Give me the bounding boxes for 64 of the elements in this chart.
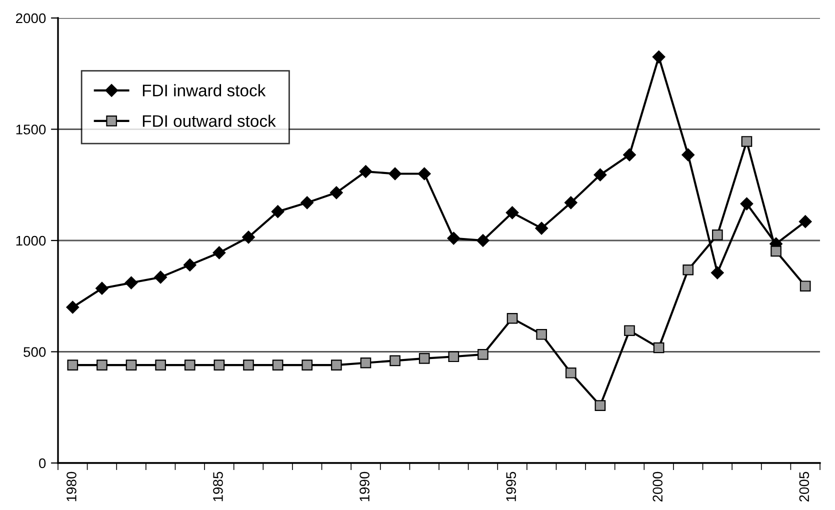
point	[712, 230, 723, 240]
point	[682, 148, 695, 162]
point	[418, 353, 430, 364]
point	[623, 148, 636, 162]
point	[183, 258, 196, 272]
point	[155, 360, 166, 371]
point	[302, 360, 313, 371]
point	[653, 342, 664, 354]
point	[476, 234, 490, 247]
legend-label: FDI inward stock	[142, 84, 266, 96]
point	[212, 246, 226, 260]
point	[594, 168, 607, 182]
point	[624, 325, 635, 336]
y-tick-label: 0	[39, 458, 46, 468]
point	[330, 186, 343, 200]
point	[96, 282, 108, 295]
y-tick-label: 2000	[16, 13, 46, 24]
point	[798, 215, 812, 228]
point	[682, 264, 694, 276]
legend-label: FDI outward stock	[142, 114, 276, 127]
point	[96, 360, 108, 371]
x-tick-label: 1995	[506, 472, 516, 502]
point	[506, 206, 519, 220]
point	[184, 360, 196, 371]
point	[740, 197, 754, 210]
point	[272, 360, 284, 371]
point	[390, 355, 400, 366]
point	[652, 50, 666, 64]
point	[800, 280, 811, 292]
point	[359, 165, 372, 178]
x-tick-label: 1985	[213, 472, 223, 502]
point	[331, 360, 342, 371]
point	[741, 136, 752, 147]
point	[770, 246, 782, 257]
x-tick-label: 1980	[66, 472, 76, 502]
point	[154, 270, 168, 284]
point	[565, 367, 576, 378]
point	[67, 360, 78, 371]
x-tick-label: 2000	[652, 472, 663, 502]
point	[564, 196, 578, 210]
point	[271, 205, 284, 218]
y-tick-label: 500	[24, 347, 46, 357]
point	[447, 232, 460, 245]
point	[242, 230, 255, 244]
y-tick-label: 1500	[16, 124, 46, 134]
point	[214, 360, 225, 371]
point	[448, 351, 460, 362]
point	[126, 360, 137, 371]
point	[418, 167, 431, 180]
point	[124, 276, 138, 290]
point	[243, 360, 254, 371]
x-tick-label: 1990	[360, 472, 370, 502]
point	[506, 312, 518, 324]
point	[594, 400, 606, 412]
point	[535, 222, 548, 235]
point	[66, 300, 80, 314]
point	[478, 349, 488, 360]
point	[360, 357, 372, 368]
point	[388, 167, 402, 180]
point	[710, 266, 724, 280]
point	[536, 328, 547, 340]
x-tick-label: 2005	[799, 472, 810, 502]
y-tick-label: 1000	[16, 236, 46, 246]
point	[300, 196, 314, 210]
